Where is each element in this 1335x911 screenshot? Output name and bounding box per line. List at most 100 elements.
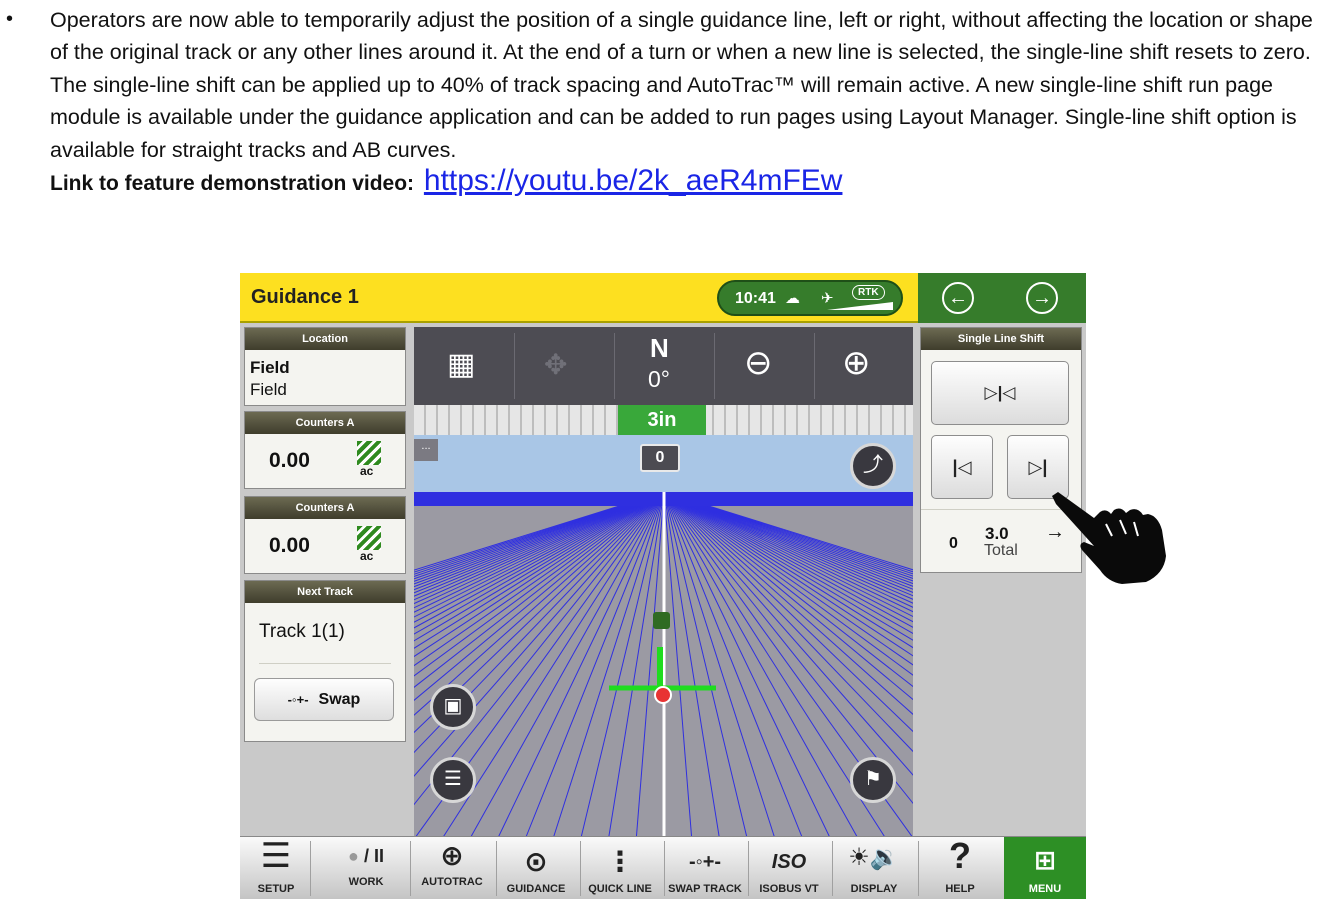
- arrow-right-circle-icon[interactable]: →: [1026, 282, 1058, 314]
- status-indicator[interactable]: 10:41 ☁ ✈ RTK: [717, 280, 903, 316]
- track-line: [663, 492, 913, 733]
- track-line: [663, 492, 913, 575]
- guidance-display: Guidance 1 10:41 ☁ ✈ RTK ← → Location Fi…: [240, 273, 1086, 899]
- counter-value: 0.00: [269, 534, 310, 557]
- flag-icon[interactable]: ⚑: [850, 757, 896, 803]
- quick-line-label: QUICK LINE: [588, 883, 652, 895]
- turn-icon[interactable]: ⤴: [850, 443, 896, 489]
- shift-left-button[interactable]: |◁: [931, 435, 993, 499]
- divider: [514, 333, 515, 399]
- track-line: [663, 492, 913, 688]
- autotrac-button[interactable]: ⊕ AUTOTRAC: [412, 837, 492, 899]
- clock: 10:41: [735, 290, 776, 307]
- shift-current: 0: [949, 535, 958, 552]
- map-view[interactable]: ▦ ✥ N 0° ⊖ ⊕ 3in ... 0 ⤴ ▣ ☰: [414, 327, 913, 842]
- track-line: [414, 492, 665, 585]
- center-shift-button[interactable]: ▷|◁: [931, 361, 1069, 425]
- shift-total-label: Total: [984, 542, 1018, 559]
- track-line: [663, 492, 913, 608]
- divider: [814, 333, 815, 399]
- brightness-volume-icon: ☀🔉: [848, 844, 900, 871]
- heading-direction: N: [650, 333, 669, 363]
- track-line: [663, 492, 833, 842]
- track-number[interactable]: 0: [640, 444, 680, 472]
- divider: [918, 841, 919, 896]
- pan-arrows-icon[interactable]: ✥: [544, 349, 568, 380]
- swap-track-button[interactable]: -◦+- SWAP TRACK: [666, 837, 744, 899]
- track-line: [663, 492, 913, 593]
- zoom-out-icon[interactable]: ⊖: [744, 344, 773, 382]
- counters-header: Counters A: [245, 412, 405, 434]
- display-button[interactable]: ☀🔉 DISPLAY: [834, 837, 914, 899]
- swap-track-label: SWAP TRACK: [668, 883, 742, 895]
- isobus-vt-button[interactable]: ISO ISOBUS VT: [750, 837, 828, 899]
- track-lines: [414, 492, 913, 842]
- feature-description: Operators are now able to temporarily ad…: [50, 8, 1313, 162]
- guidance-button[interactable]: ⊙ GUIDANCE: [498, 837, 574, 899]
- divider: [614, 333, 615, 399]
- track-line: [663, 492, 913, 649]
- divider: [714, 333, 715, 399]
- track-line: [414, 492, 665, 677]
- help-button[interactable]: ? HELP: [920, 837, 1000, 899]
- track-line: [663, 492, 913, 600]
- pointing-hand-icon: [1052, 492, 1166, 584]
- setup-label: SETUP: [257, 883, 295, 895]
- track-line: [414, 492, 665, 716]
- video-link[interactable]: https://youtu.be/2k_aeR4mFEw: [423, 164, 843, 197]
- track-line: [663, 492, 913, 571]
- page-title: Guidance 1: [251, 286, 359, 308]
- track-line: [414, 492, 665, 573]
- area-coverage-icon: [357, 526, 381, 550]
- quick-line-icon: ⋮: [606, 846, 634, 877]
- swap-track-icon: -◦+-: [688, 851, 722, 873]
- zoom-in-icon[interactable]: ⊕: [842, 344, 871, 382]
- counters-module[interactable]: Counters A 0.00 ac: [244, 496, 406, 574]
- map-view-mode-icon[interactable]: ▦: [447, 348, 476, 381]
- shift-value: 3.0: [985, 524, 1009, 543]
- track-line: [663, 492, 913, 579]
- track-line: [551, 492, 665, 842]
- track-line: [414, 492, 665, 601]
- track-line: [414, 492, 665, 754]
- counter-unit: ac: [360, 549, 374, 563]
- page-navigation: ← →: [918, 273, 1086, 323]
- title-bar: Guidance 1 10:41 ☁ ✈ RTK: [240, 273, 918, 323]
- track-line: [414, 492, 665, 777]
- track-line: [414, 492, 665, 575]
- shortcut-bar: ☰ SETUP ● / II WORK ⊕ AUTOTRAC ⊙ GUIDANC…: [240, 836, 1086, 899]
- work-button[interactable]: ● / II WORK: [326, 837, 406, 899]
- track-line: [663, 492, 913, 635]
- track-line: [663, 492, 805, 842]
- quick-line-button[interactable]: ⋮ QUICK LINE: [582, 837, 658, 899]
- camera-icon[interactable]: ▣: [430, 684, 476, 730]
- menu-button[interactable]: ⊞ MENU: [1004, 837, 1086, 899]
- track-line: [663, 492, 913, 585]
- swap-button[interactable]: -◦+- Swap: [254, 678, 394, 721]
- more-tab[interactable]: ...: [414, 439, 438, 461]
- track-line: [414, 492, 665, 623]
- satellite-icon: ✈: [821, 290, 834, 307]
- track-line: [414, 492, 665, 588]
- counters-module[interactable]: Counters A 0.00 ac: [244, 411, 406, 489]
- track-line: [663, 492, 721, 842]
- shift-right-button[interactable]: ▷|: [1007, 435, 1069, 499]
- track-line: [414, 492, 665, 609]
- guidance-icon: ⊙: [524, 846, 548, 877]
- setup-button[interactable]: ☰ SETUP: [248, 837, 304, 899]
- video-link-label: Link to feature demonstration video:: [50, 172, 415, 195]
- divider: [259, 663, 391, 664]
- track-line: [523, 492, 665, 842]
- divider: [410, 841, 411, 896]
- list-icon[interactable]: ☰: [430, 757, 476, 803]
- track-line: [663, 492, 749, 842]
- track-line: [414, 492, 665, 688]
- signal-strength-icon: [827, 302, 893, 310]
- arrow-left-circle-icon[interactable]: ←: [942, 282, 974, 314]
- location-subfield: Field: [250, 380, 287, 399]
- location-module[interactable]: Location Field Field: [244, 327, 406, 406]
- track-line: [414, 492, 665, 580]
- setup-list-icon: ☰: [260, 837, 292, 875]
- iso-icon: ISO: [771, 851, 807, 873]
- help-icon: ?: [949, 835, 971, 876]
